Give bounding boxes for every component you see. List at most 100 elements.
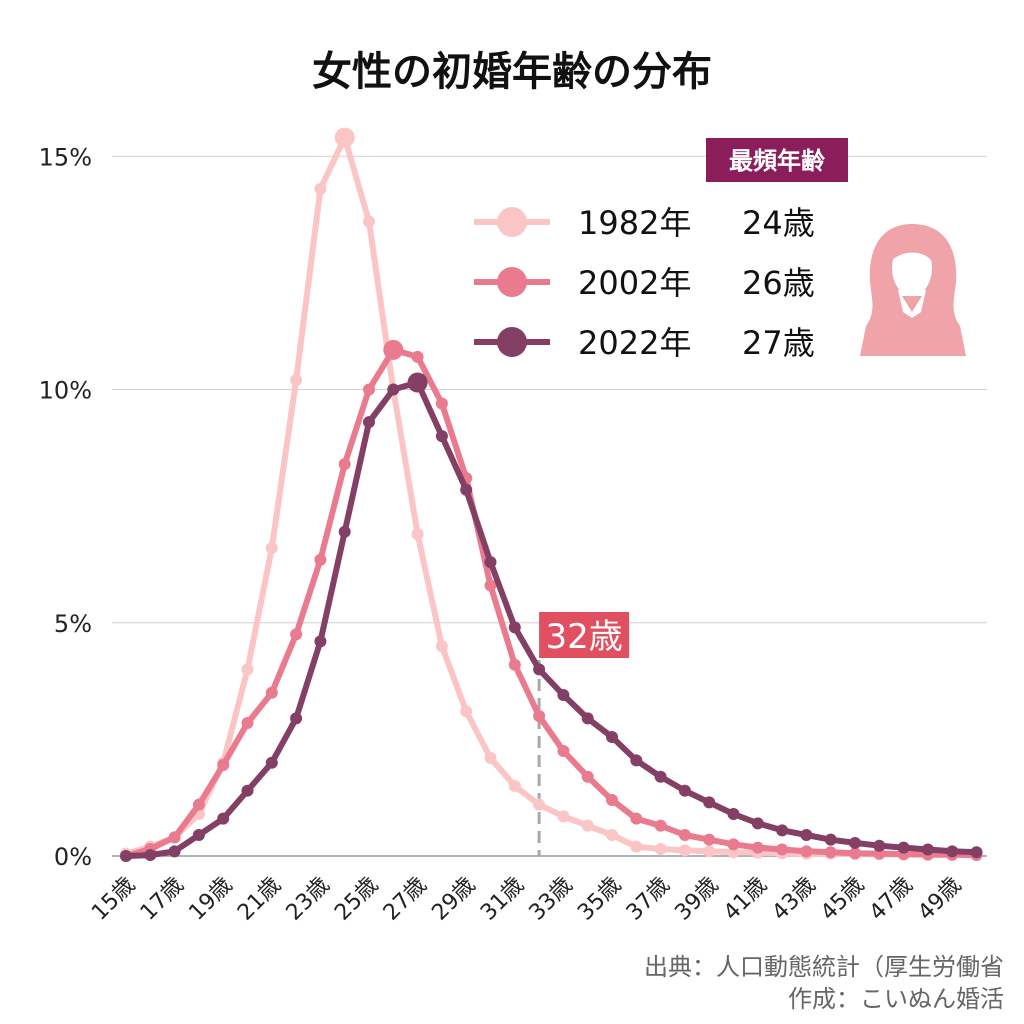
annotation-badge [539, 612, 630, 658]
data-point [363, 416, 375, 429]
data-point [265, 686, 278, 699]
data-point [678, 844, 691, 857]
x-axis-ticks: 15歳17歳19歳21歳23歳25歳27歳29歳31歳33歳35歳37歳39歳4… [87, 873, 966, 926]
legend-mode-age: 24歳 [742, 204, 815, 242]
data-point [120, 850, 132, 862]
y-tick-label: 15% [39, 143, 92, 171]
legend-swatch-marker [497, 267, 527, 297]
data-point [363, 215, 375, 228]
x-tick-label: 17歳 [136, 873, 189, 926]
data-point [630, 812, 643, 825]
data-point [460, 705, 473, 718]
data-point [168, 831, 181, 844]
legend-series-name: 2002年 [578, 264, 691, 302]
data-point [776, 843, 789, 856]
x-tick-label: 33歳 [525, 873, 578, 926]
mode-point [407, 372, 428, 393]
data-point [678, 784, 691, 797]
data-point [581, 712, 594, 725]
x-tick-label: 25歳 [330, 873, 383, 926]
source-line-1: 出典：人口動態統計（厚生労働省 [644, 953, 1004, 981]
y-tick-label: 5% [54, 610, 92, 638]
data-point [946, 845, 959, 858]
data-point [873, 839, 886, 852]
x-tick-label: 29歳 [427, 873, 480, 926]
data-point [703, 796, 716, 809]
data-point [824, 833, 837, 846]
woman-icon [860, 224, 966, 356]
x-tick-label: 39歳 [670, 873, 723, 926]
legend-series-name: 1982年 [578, 204, 691, 242]
data-point [970, 846, 983, 859]
data-point [411, 528, 424, 541]
mode-point [334, 127, 355, 148]
y-tick-label: 0% [54, 843, 92, 871]
data-point [460, 483, 473, 496]
source-line-2: 作成：こいぬん婚活 [788, 985, 1004, 1013]
x-tick-label: 27歳 [379, 873, 432, 926]
data-point [484, 579, 497, 592]
legend: 最頻年齢 1982年 24歳 2002年 26歳 2022年 27歳 [474, 138, 848, 362]
data-point [751, 817, 764, 830]
data-point [581, 770, 594, 783]
data-point [703, 833, 716, 846]
data-point [314, 635, 327, 648]
series-2 [120, 372, 983, 862]
data-point [557, 810, 570, 823]
data-point [338, 525, 351, 538]
series-1 [120, 339, 983, 862]
data-point [630, 840, 643, 853]
data-point [484, 556, 497, 569]
data-point [921, 843, 934, 856]
y-axis-ticks: 0% 5% 10% 15% [39, 143, 92, 871]
data-point [241, 784, 254, 797]
y-tick-label: 10% [39, 377, 92, 405]
x-tick-label: 45歳 [816, 873, 869, 926]
data-point [606, 731, 618, 744]
series-0 [120, 127, 983, 862]
data-point [217, 812, 230, 825]
data-point [654, 843, 667, 856]
data-point [217, 759, 230, 772]
data-point [776, 824, 789, 837]
annotation-group: 32歳 [537, 612, 630, 856]
x-tick-label: 41歳 [719, 873, 772, 926]
data-point [265, 756, 278, 769]
data-point [290, 712, 303, 725]
data-point [435, 640, 448, 653]
chart-title: 女性の初婚年齢の分布 [312, 49, 712, 95]
data-point [897, 841, 910, 854]
data-point [751, 841, 764, 854]
legend-header-badge [706, 138, 848, 182]
data-point [678, 829, 691, 842]
data-point [411, 350, 424, 363]
data-point [654, 819, 667, 832]
data-point [241, 717, 254, 730]
x-tick-label: 43歳 [768, 873, 821, 926]
series-lines [120, 127, 983, 862]
series-line [123, 134, 980, 859]
data-point [849, 847, 861, 860]
data-point [314, 182, 327, 195]
data-point [314, 553, 327, 566]
legend-series-name: 2022年 [578, 324, 691, 362]
mode-point [383, 339, 404, 360]
data-point [387, 383, 400, 396]
legend-header: 最頻年齢 [729, 147, 826, 175]
data-point [168, 845, 181, 858]
data-point [800, 845, 813, 858]
x-tick-label: 19歳 [184, 873, 237, 926]
data-point [484, 752, 497, 765]
x-tick-label: 23歳 [282, 873, 335, 926]
x-tick-label: 35歳 [573, 873, 626, 926]
legend-mode-age: 26歳 [742, 264, 815, 302]
grid-lines [112, 155, 987, 857]
data-point [606, 829, 618, 842]
x-tick-label: 21歳 [233, 873, 286, 926]
legend-mode-age: 27歳 [742, 324, 815, 362]
data-point [290, 374, 303, 387]
data-point [338, 458, 351, 471]
data-point [557, 745, 570, 758]
data-point [630, 754, 643, 767]
legend-swatch-marker [497, 327, 527, 357]
